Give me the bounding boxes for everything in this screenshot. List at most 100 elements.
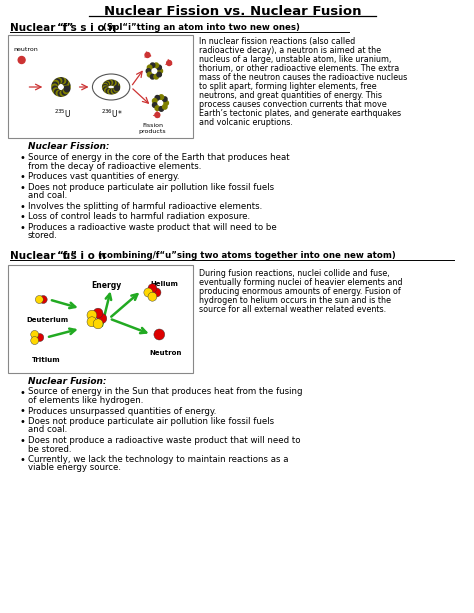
- Text: Deuterium: Deuterium: [27, 316, 69, 322]
- Circle shape: [87, 317, 97, 327]
- Circle shape: [154, 63, 158, 67]
- Circle shape: [87, 310, 97, 320]
- Text: •: •: [19, 436, 26, 446]
- Text: Loss of control leads to harmful radiation exposure.: Loss of control leads to harmful radiati…: [27, 212, 250, 221]
- Circle shape: [103, 82, 108, 87]
- Text: Involves the splitting of harmful radioactive elements.: Involves the splitting of harmful radioa…: [27, 202, 262, 210]
- Circle shape: [60, 90, 66, 96]
- Circle shape: [157, 72, 162, 77]
- Text: Nuclear  f: Nuclear f: [10, 251, 71, 261]
- Circle shape: [39, 295, 47, 303]
- Circle shape: [150, 74, 155, 79]
- Circle shape: [109, 89, 114, 94]
- Text: Nuclear Fusion:: Nuclear Fusion:: [27, 376, 106, 386]
- Text: and volcanic eruptions.: and volcanic eruptions.: [199, 118, 292, 127]
- Text: Source of energy in the Sun that produces heat from the fusing: Source of energy in the Sun that produce…: [27, 387, 302, 397]
- Text: •: •: [19, 223, 26, 232]
- Text: “i”: “i”: [57, 23, 74, 33]
- Circle shape: [58, 91, 64, 96]
- Circle shape: [56, 90, 62, 96]
- Circle shape: [153, 99, 157, 103]
- Text: •: •: [19, 172, 26, 182]
- Text: $^{236}$U*: $^{236}$U*: [101, 108, 123, 120]
- Circle shape: [60, 78, 66, 83]
- Text: Nuclear Fission vs. Nuclear Fusion: Nuclear Fission vs. Nuclear Fusion: [104, 5, 362, 18]
- Text: •: •: [19, 406, 26, 416]
- Circle shape: [111, 89, 116, 94]
- Circle shape: [150, 63, 155, 67]
- Circle shape: [144, 288, 153, 297]
- Circle shape: [163, 105, 167, 109]
- Text: Does not produce particulate air pollution like fossil fuels: Does not produce particulate air polluti…: [27, 183, 273, 191]
- Text: stored.: stored.: [27, 231, 57, 240]
- Text: Currently, we lack the technology to maintain reactions as a: Currently, we lack the technology to mai…: [27, 455, 288, 464]
- Circle shape: [52, 86, 58, 92]
- Circle shape: [62, 89, 67, 95]
- Circle shape: [155, 106, 160, 110]
- Circle shape: [58, 78, 64, 83]
- Circle shape: [105, 88, 109, 93]
- Circle shape: [154, 74, 158, 79]
- Text: “u”: “u”: [57, 251, 78, 261]
- Circle shape: [145, 53, 150, 58]
- Text: of elements like hydrogen.: of elements like hydrogen.: [27, 396, 143, 405]
- Text: Produces unsurpassed quantities of energy.: Produces unsurpassed quantities of energ…: [27, 406, 216, 416]
- Circle shape: [108, 89, 113, 94]
- Text: •: •: [19, 455, 26, 465]
- Circle shape: [64, 88, 69, 94]
- Text: Produces vast quantities of energy.: Produces vast quantities of energy.: [27, 172, 179, 181]
- Text: •: •: [19, 387, 26, 397]
- Text: Tritium: Tritium: [31, 357, 60, 362]
- Circle shape: [106, 80, 111, 85]
- Circle shape: [113, 88, 118, 93]
- Text: Fission
products: Fission products: [138, 123, 166, 134]
- Circle shape: [147, 72, 152, 77]
- Circle shape: [64, 86, 70, 92]
- Circle shape: [53, 80, 59, 86]
- Circle shape: [115, 83, 119, 88]
- Circle shape: [167, 61, 172, 66]
- Circle shape: [163, 97, 167, 101]
- Text: nucleus of a large, unstable atom, like uranium,: nucleus of a large, unstable atom, like …: [199, 55, 391, 64]
- Circle shape: [158, 69, 163, 74]
- Text: to split apart, forming lighter elements, free: to split apart, forming lighter elements…: [199, 82, 376, 91]
- Text: Nuclear  f: Nuclear f: [10, 23, 71, 33]
- Text: from the decay of radioactive elements.: from the decay of radioactive elements.: [27, 161, 201, 170]
- Circle shape: [18, 56, 25, 64]
- Text: •: •: [19, 153, 26, 163]
- Circle shape: [103, 83, 108, 88]
- Circle shape: [31, 337, 38, 345]
- Text: Helium: Helium: [150, 281, 178, 286]
- Text: $^{235}$U: $^{235}$U: [54, 108, 72, 120]
- Circle shape: [105, 81, 109, 86]
- Text: Does not produce particulate air pollution like fossil fuels: Does not produce particulate air polluti…: [27, 417, 273, 426]
- Circle shape: [108, 80, 113, 85]
- Text: be stored.: be stored.: [27, 444, 71, 454]
- Text: eventually forming nuclei of heavier elements and: eventually forming nuclei of heavier ele…: [199, 278, 402, 286]
- Circle shape: [52, 84, 57, 89]
- Circle shape: [36, 295, 43, 303]
- Circle shape: [93, 308, 103, 318]
- Text: source for all external weather related events.: source for all external weather related …: [199, 305, 386, 313]
- Circle shape: [157, 65, 162, 70]
- Circle shape: [114, 82, 118, 87]
- Circle shape: [36, 333, 44, 341]
- Text: (Spl“i”tting an atom into two new ones): (Spl“i”tting an atom into two new ones): [103, 23, 300, 32]
- Text: Produces a radioactive waste product that will need to be: Produces a radioactive waste product tha…: [27, 223, 276, 232]
- Circle shape: [147, 65, 152, 70]
- Text: s i o n: s i o n: [67, 251, 113, 261]
- Circle shape: [106, 89, 111, 94]
- Circle shape: [97, 313, 107, 324]
- Circle shape: [148, 284, 157, 293]
- Circle shape: [155, 96, 160, 100]
- Circle shape: [56, 78, 62, 83]
- Text: •: •: [19, 183, 26, 192]
- Text: and coal.: and coal.: [27, 191, 67, 200]
- Text: Source of energy in the core of the Earth that produces heat: Source of energy in the core of the Eart…: [27, 153, 289, 162]
- Circle shape: [152, 288, 161, 297]
- Text: Energy: Energy: [91, 281, 121, 289]
- Circle shape: [55, 79, 60, 85]
- Circle shape: [154, 329, 164, 340]
- Circle shape: [64, 80, 69, 86]
- Text: Nuclear Fission:: Nuclear Fission:: [27, 142, 109, 151]
